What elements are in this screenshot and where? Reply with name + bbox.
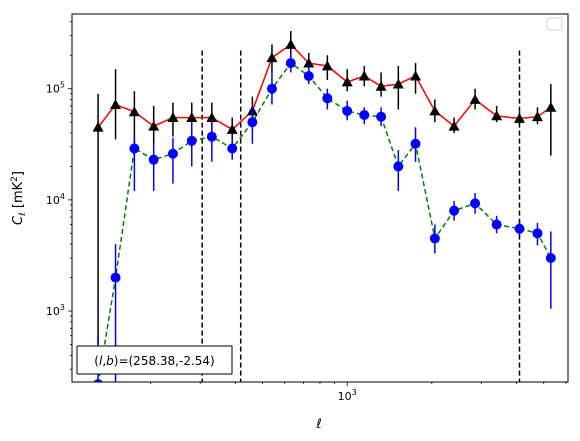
y-axis-label-text: Cℓ [mK2] (10, 171, 28, 225)
series-1-marker (303, 57, 315, 68)
series-1-marker (545, 101, 557, 112)
series-2-marker (186, 135, 197, 146)
series-2-marker (93, 379, 103, 382)
series-1-marker (167, 112, 179, 122)
series-2-marker (227, 143, 238, 154)
series-2-marker (359, 110, 370, 121)
series-2-marker (342, 106, 353, 117)
series-2-marker (393, 161, 404, 172)
series-1-marker (392, 78, 404, 89)
series-2-marker (129, 143, 140, 154)
series-1-marker (206, 112, 218, 122)
series-1-marker (469, 93, 481, 104)
series-2-marker (410, 138, 421, 149)
series-2-marker (470, 198, 481, 209)
annotation-box (76, 345, 233, 375)
series-1-marker (410, 70, 422, 81)
series-2-marker (376, 111, 387, 122)
series-1-marker (341, 76, 353, 87)
series-1-marker (110, 99, 122, 109)
series-1-marker (148, 120, 160, 131)
series-1-marker (186, 112, 198, 122)
series-1-marker (92, 121, 104, 132)
series-1-marker (375, 80, 387, 91)
series-2-marker (449, 205, 460, 216)
series-2-marker (491, 219, 502, 230)
series-1-line (97, 43, 552, 131)
series-1-marker (128, 106, 140, 117)
y-tick-label: 104 (46, 192, 65, 207)
x-tick-label: 103 (338, 388, 357, 403)
series-2-marker (148, 154, 159, 165)
series-2-marker (514, 223, 525, 234)
series-2-line (97, 62, 552, 382)
plot-content (92, 31, 557, 382)
series-1-marker (448, 120, 460, 131)
series-2-marker (532, 228, 543, 239)
series-1-marker (491, 110, 503, 121)
series-2-marker (322, 93, 333, 104)
series-1-marker (285, 38, 297, 49)
series-2-marker (285, 58, 296, 69)
annotation-text: (l,b)=(258.38,-2.54) (94, 354, 214, 368)
series-1-marker (513, 112, 525, 123)
series-2-marker (110, 272, 121, 283)
series-1-marker (266, 52, 278, 63)
series-2-marker (167, 148, 178, 159)
series-1-marker (429, 105, 441, 116)
series-2-marker (303, 71, 314, 82)
series-2-marker (206, 131, 217, 142)
series-1-marker (358, 70, 370, 81)
y-tick-label: 105 (46, 81, 65, 96)
series-1-marker (531, 111, 543, 122)
axes-frame (71, 13, 569, 383)
series-2-marker (247, 117, 258, 128)
coordinate-annotation: (l,b)=(258.38,-2.54) (76, 345, 233, 375)
x-axis-label: ℓ (315, 417, 321, 432)
series-1-marker (226, 123, 238, 134)
series-2-marker (429, 233, 440, 244)
legend-box (546, 17, 563, 31)
y-tick-label: 103 (46, 303, 65, 318)
series-1-marker (321, 60, 333, 71)
series-2-marker (545, 253, 556, 264)
axis-ticks: 103 103 104 105 (46, 21, 567, 403)
series-2-marker (266, 83, 277, 94)
y-axis-label: Cℓ [mK2] (10, 171, 28, 225)
